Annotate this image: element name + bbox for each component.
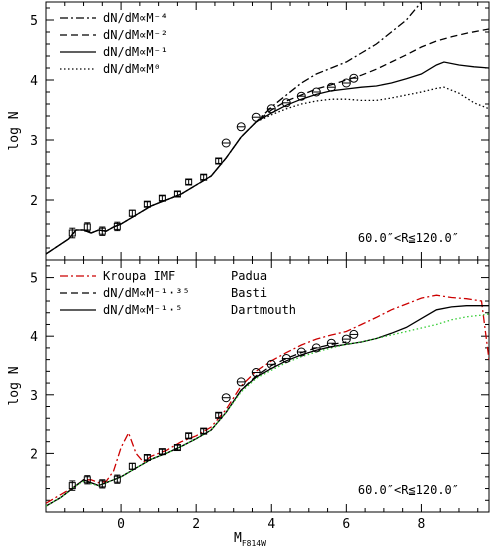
y-tick-label: 3 [30, 134, 38, 149]
y-axis-label: log N [7, 111, 22, 150]
data-point-square [83, 223, 91, 231]
legend-model: Dartmouth [231, 303, 296, 317]
bottom-panel: 2 3 4 5 0 2 4 6 8 log N Kroupa IMF Padua dN/dM∝M⁻¹·³… [7, 259, 490, 532]
series-line-0 [46, 294, 489, 504]
series-line-3 [46, 86, 489, 255]
data-point-square [98, 480, 106, 488]
series-line-2 [46, 61, 489, 255]
x-axis-label-main: M [234, 531, 242, 546]
plot-frame [45, 259, 490, 513]
top-panel: 2 3 4 5 log N dN/dM∝M⁻⁴ dN/dM∝M⁻² dN/dM∝M⁻¹ dN/d… [7, 1, 490, 261]
legend-label: dN/dM∝M⁻¹·⁵ [103, 303, 182, 317]
x-tick-label: 6 [342, 517, 350, 532]
series-line-1 [46, 341, 347, 507]
x-axis-label: MF814W [234, 531, 266, 548]
y-tick-label: 2 [30, 447, 38, 462]
legend-label: dN/dM∝M⁻⁴ [103, 11, 168, 25]
data-point-square [68, 229, 76, 237]
data-point-square [200, 173, 208, 181]
data-point-square [143, 453, 151, 461]
legend-label: dN/dM∝M⁰ [103, 62, 161, 76]
data-point-square [113, 475, 121, 483]
series-line-1 [46, 28, 489, 255]
x-tick-label: 8 [418, 517, 426, 532]
y-tick-label: 4 [30, 330, 38, 345]
data-point-square [215, 157, 223, 165]
legend-label: dN/dM∝M⁻² [103, 28, 168, 42]
data-point-square [158, 194, 166, 202]
y-tick-label: 3 [30, 389, 38, 404]
plot-area [46, 294, 489, 507]
data-point-square [68, 482, 76, 490]
plot-area [46, 2, 489, 255]
y-tick-label: 2 [30, 194, 38, 209]
legend-label: dN/dM∝M⁻¹ [103, 45, 168, 59]
data-point-square [143, 200, 151, 208]
series-line-2 [46, 305, 489, 507]
data-point-square [173, 444, 181, 452]
legend-model: Padua [231, 269, 267, 283]
data-point-square [173, 190, 181, 198]
data-point-square [83, 476, 91, 484]
x-tick-label: 2 [192, 517, 200, 532]
y-tick-label: 5 [30, 14, 38, 29]
data-point-square [98, 227, 106, 235]
series-line-3 [46, 313, 489, 507]
x-tick-label: 0 [117, 517, 125, 532]
data-point-square [128, 462, 136, 470]
data-point-square [215, 411, 223, 419]
x-axis-label-sub: F814W [242, 539, 266, 548]
y-axis-label: log N [7, 366, 22, 405]
x-tick-label: 4 [267, 517, 275, 532]
data-point-square [128, 209, 136, 217]
region-label: 60.0″<R≦120.0″ [358, 483, 459, 497]
data-point-square [185, 178, 193, 186]
region-label: 60.0″<R≦120.0″ [358, 231, 459, 245]
legend-label: dN/dM∝M⁻¹·³⁵ [103, 286, 190, 300]
y-tick-label: 5 [30, 272, 38, 287]
data-point-square [185, 432, 193, 440]
legend-label: Kroupa IMF [103, 269, 175, 283]
data-point-square [158, 448, 166, 456]
data-point-square [200, 427, 208, 435]
y-tick-label: 4 [30, 74, 38, 89]
legend-model: Basti [231, 286, 267, 300]
data-point-square [113, 222, 121, 230]
